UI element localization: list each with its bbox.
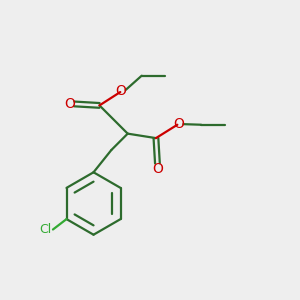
Text: O: O [116, 84, 127, 98]
Text: O: O [173, 117, 184, 131]
Text: O: O [152, 162, 163, 176]
Text: O: O [64, 97, 75, 111]
Text: Cl: Cl [39, 223, 52, 236]
